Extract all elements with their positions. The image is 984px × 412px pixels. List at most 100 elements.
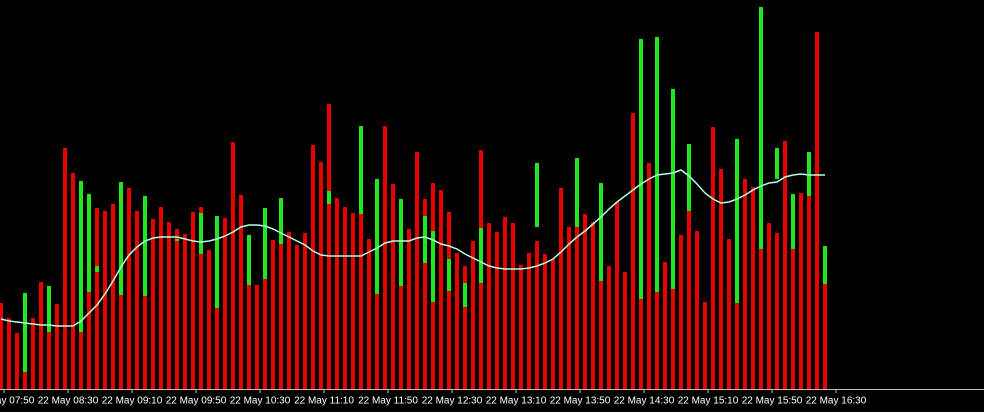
volume-bar bbox=[183, 234, 187, 389]
volume-bar bbox=[167, 222, 171, 389]
volume-bar bbox=[807, 176, 811, 389]
volume-bar bbox=[783, 141, 787, 389]
volume-bar bbox=[231, 142, 235, 389]
up-bar bbox=[215, 216, 219, 308]
volume-bar bbox=[663, 262, 667, 389]
volume-bar bbox=[495, 232, 499, 389]
x-tick-label: 22 May 11:10 bbox=[294, 396, 354, 407]
volume-bar bbox=[527, 253, 531, 389]
volume-bar bbox=[351, 213, 355, 389]
moving-average bbox=[0, 169, 825, 327]
volume-bar bbox=[567, 227, 571, 389]
volume-bar bbox=[207, 250, 211, 389]
volume-bar bbox=[31, 318, 35, 389]
volume-bar bbox=[727, 239, 731, 389]
volume-bar bbox=[255, 285, 259, 389]
x-tick-label: 22 May 13:50 bbox=[550, 396, 611, 407]
volume-bar bbox=[799, 193, 803, 389]
up-bar bbox=[399, 199, 403, 286]
volume-bar bbox=[439, 190, 443, 389]
up-bar bbox=[535, 163, 539, 227]
up-bar bbox=[263, 208, 267, 279]
up-bar bbox=[359, 126, 363, 214]
volume-bar bbox=[287, 232, 291, 389]
up-bar bbox=[247, 235, 251, 285]
up-bar bbox=[687, 144, 691, 211]
x-tick-label: 22 May 15:10 bbox=[678, 396, 739, 407]
volume-bar bbox=[343, 207, 347, 389]
x-tick-label: 22 May 09:10 bbox=[102, 396, 163, 407]
volume-bar bbox=[487, 223, 491, 389]
volume-bar bbox=[655, 217, 659, 389]
volume-bar bbox=[703, 302, 707, 389]
volume-bar bbox=[647, 163, 651, 389]
up-bar bbox=[479, 228, 483, 283]
up-bar bbox=[47, 286, 51, 332]
volume-bar bbox=[247, 258, 251, 389]
up-bar bbox=[823, 246, 827, 284]
volume-bar bbox=[215, 246, 219, 389]
volume-bar bbox=[679, 235, 683, 389]
volume-bar bbox=[615, 202, 619, 389]
volume-bar bbox=[0, 303, 3, 389]
up-bar bbox=[463, 283, 467, 307]
volume-bar bbox=[71, 173, 75, 389]
volume-bar bbox=[607, 266, 611, 389]
volume-bar bbox=[407, 229, 411, 389]
up-bar bbox=[599, 183, 603, 281]
x-tick-label: 22 May 10:30 bbox=[230, 396, 291, 407]
volume-bar bbox=[63, 148, 67, 389]
volume-bar bbox=[575, 217, 579, 389]
volume-bar bbox=[503, 217, 507, 389]
up-bar bbox=[199, 213, 203, 254]
volume-bar bbox=[279, 237, 283, 389]
up-bar bbox=[87, 194, 91, 292]
up-bar bbox=[327, 191, 331, 204]
up-bar bbox=[447, 259, 451, 291]
volume-bar bbox=[199, 207, 203, 389]
volume-bar bbox=[719, 169, 723, 389]
volume-bar bbox=[391, 184, 395, 389]
volume-bar bbox=[111, 204, 115, 389]
volume-bar bbox=[791, 226, 795, 389]
volume-bar bbox=[127, 188, 131, 389]
volume-bar bbox=[55, 304, 59, 389]
volume-bar bbox=[191, 212, 195, 389]
volume-bar bbox=[631, 113, 635, 389]
volume-bar bbox=[375, 262, 379, 389]
volume-bar bbox=[159, 207, 163, 389]
x-tick-label: 22 May 09:50 bbox=[166, 396, 227, 407]
volume-bar bbox=[815, 32, 819, 389]
up-bar bbox=[279, 198, 283, 244]
volume-bar bbox=[103, 211, 107, 389]
volume-bar bbox=[143, 204, 147, 389]
volume-bar bbox=[455, 253, 459, 389]
volume-bar bbox=[223, 218, 227, 389]
volume-bar bbox=[447, 212, 451, 389]
volume-bar bbox=[751, 187, 755, 389]
volume-bar bbox=[239, 195, 243, 389]
volume-bar bbox=[535, 241, 539, 389]
volume-bar bbox=[263, 244, 267, 389]
x-tick-label: 22 May 14:30 bbox=[614, 396, 675, 407]
up-bar bbox=[575, 158, 579, 227]
up-bar bbox=[119, 182, 123, 295]
volume-bar bbox=[623, 272, 627, 389]
volume-bar bbox=[599, 218, 603, 389]
volume-bar bbox=[823, 284, 827, 389]
volume-bar bbox=[583, 214, 587, 389]
volume-bar bbox=[383, 126, 387, 389]
volume-bar bbox=[319, 162, 323, 389]
volume-bar bbox=[511, 223, 515, 389]
volume-bar bbox=[463, 266, 467, 389]
volume-bar bbox=[591, 222, 595, 389]
volume-bar bbox=[471, 241, 475, 389]
up-bar bbox=[175, 239, 179, 241]
x-tick-label: 22 May 11:50 bbox=[358, 396, 418, 407]
volume-bar bbox=[7, 318, 11, 389]
volume-bar bbox=[551, 259, 555, 389]
volume-bar bbox=[135, 211, 139, 389]
volume-bar bbox=[415, 152, 419, 389]
volume-bar bbox=[695, 231, 699, 389]
